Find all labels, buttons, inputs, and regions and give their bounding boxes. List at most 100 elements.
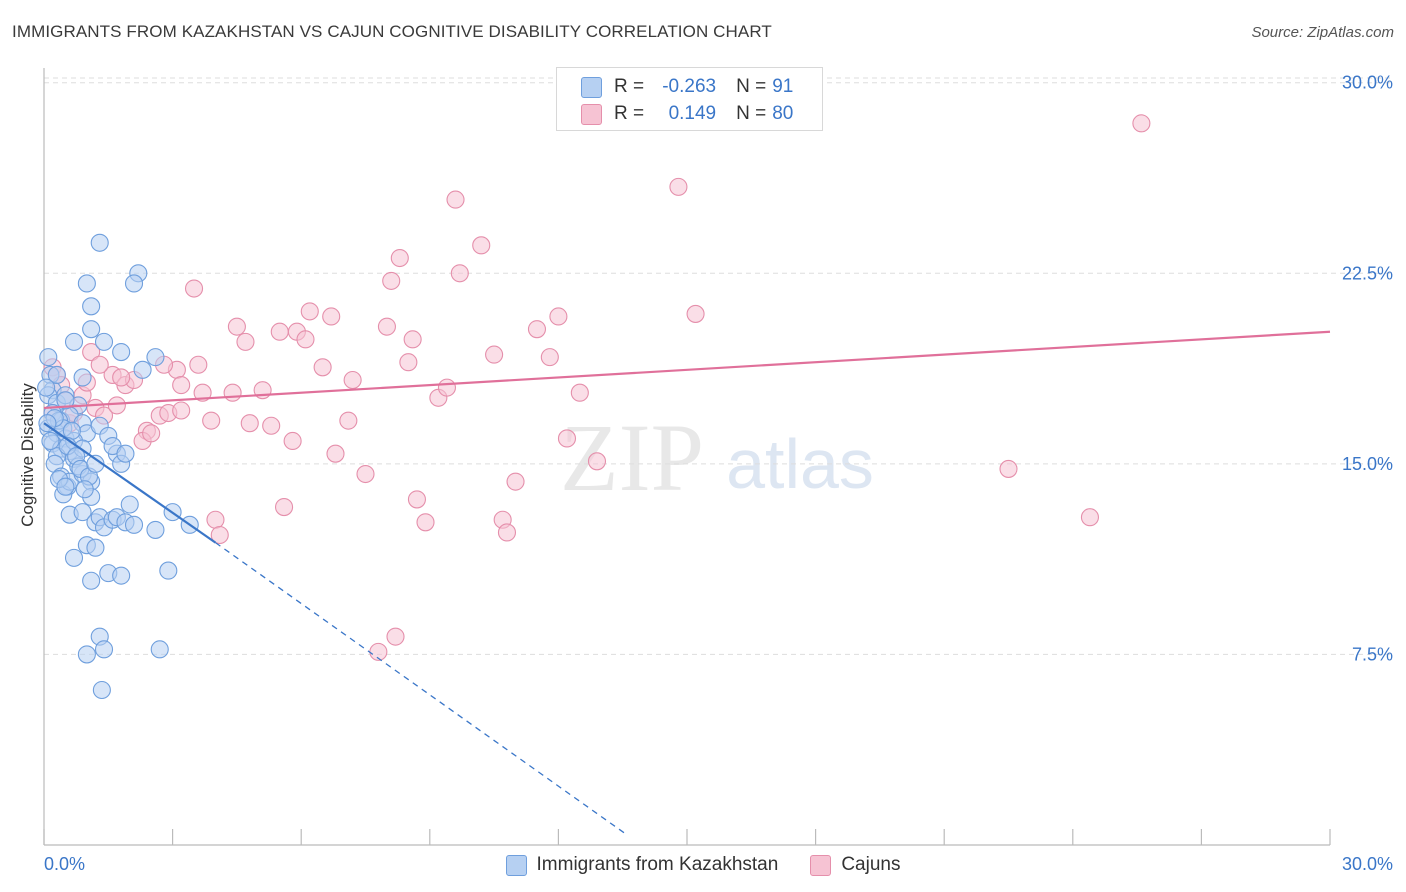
data-point-cajuns — [557, 429, 577, 448]
n-label: N = — [736, 76, 767, 97]
data-point-cajuns — [437, 378, 456, 397]
x-tick-label: 0.0% — [44, 854, 85, 874]
data-point-cajuns — [382, 271, 401, 290]
data-point-cajuns — [390, 248, 409, 268]
data-point-kazakhstan — [90, 233, 109, 252]
data-point-cajuns — [262, 416, 281, 435]
trendlines — [43, 330, 1331, 836]
data-point-cajuns — [1132, 114, 1151, 133]
data-point-cajuns — [446, 190, 465, 209]
legend-item-cajuns[interactable]: Cajuns — [810, 854, 900, 876]
data-point-kazakhstan — [77, 645, 96, 664]
data-point-kazakhstan — [112, 566, 131, 585]
data-point-kazakhstan — [41, 431, 60, 451]
data-point-cajuns — [283, 431, 302, 451]
legend-swatch-pink — [810, 854, 832, 876]
data-point-kazakhstan — [37, 378, 56, 397]
n-label: N = — [736, 103, 767, 124]
data-point-cajuns — [540, 348, 559, 367]
data-point-cajuns — [669, 177, 688, 196]
data-point-kazakhstan — [146, 520, 165, 539]
data-point-kazakhstan — [64, 548, 84, 567]
data-point-kazakhstan — [94, 332, 114, 351]
data-point-cajuns — [506, 472, 525, 491]
data-point-cajuns — [322, 307, 341, 326]
legend-item-kazakhstan[interactable]: Immigrants from Kazakhstan — [505, 854, 779, 876]
data-point-kazakhstan — [94, 640, 114, 659]
data-point-cajuns — [450, 264, 469, 283]
trendline-kazakhstan-extension — [215, 542, 628, 836]
trendline-kazakhstan — [43, 422, 217, 544]
data-point-kazakhstan — [124, 274, 144, 293]
data-point-cajuns — [189, 355, 208, 374]
data-point-kazakhstan — [86, 538, 105, 557]
data-point-kazakhstan — [116, 444, 135, 463]
data-point-cajuns — [386, 627, 405, 646]
n-value: 91 — [772, 76, 794, 97]
data-point-cajuns — [270, 322, 289, 341]
data-point-cajuns — [300, 302, 319, 321]
data-point-cajuns — [399, 353, 418, 372]
data-point-cajuns — [339, 411, 358, 430]
data-point-cajuns — [206, 510, 225, 529]
data-point-cajuns — [82, 342, 101, 362]
data-point-kazakhstan — [56, 477, 75, 496]
data-point-cajuns — [549, 307, 568, 326]
data-point-cajuns — [416, 513, 435, 532]
legend-row-kazakhstan: R = -0.263 N = 91 — [581, 75, 793, 99]
data-point-kazakhstan — [47, 365, 66, 384]
data-point-cajuns — [193, 383, 212, 402]
series-kazakhstan — [37, 233, 199, 700]
data-point-cajuns — [223, 383, 242, 402]
data-point-cajuns — [686, 304, 705, 323]
r-value: -0.263 — [662, 76, 717, 97]
data-point-cajuns — [142, 424, 161, 443]
y-tick-labels: 7.5% 15.0% 22.5% 30.0% — [1342, 73, 1393, 665]
data-point-kazakhstan — [56, 391, 75, 410]
data-point-cajuns — [313, 358, 332, 377]
chart-title: IMMIGRANTS FROM KAZAKHSTAN VS CAJUN COGN… — [12, 22, 772, 41]
data-point-kazakhstan — [73, 503, 92, 522]
data-point-cajuns — [570, 383, 589, 402]
data-point-cajuns — [236, 332, 255, 351]
n-value: 80 — [772, 103, 794, 124]
data-point-cajuns — [377, 317, 396, 336]
data-point-cajuns — [343, 370, 362, 390]
data-point-kazakhstan — [82, 320, 101, 339]
data-point-cajuns — [202, 411, 221, 430]
data-point-cajuns — [999, 459, 1018, 478]
data-point-kazakhstan — [73, 368, 92, 387]
data-point-cajuns — [107, 396, 126, 415]
data-point-cajuns — [184, 279, 204, 298]
data-point-cajuns — [296, 330, 315, 349]
r-label: R = — [614, 76, 645, 97]
legend-label: Immigrants from Kazakhstan — [536, 854, 779, 875]
data-point-cajuns — [326, 444, 345, 463]
series-legend: Immigrants from Kazakhstan Cajuns — [0, 852, 1406, 878]
data-point-kazakhstan — [75, 480, 94, 499]
y-tick-label: 22.5% — [1342, 263, 1393, 283]
data-point-cajuns — [210, 525, 229, 545]
data-point-cajuns — [172, 401, 191, 420]
correlation-legend: R = -0.263 N = 91 R = 0.149 N = 80 — [556, 67, 823, 131]
data-point-cajuns — [497, 523, 517, 542]
data-point-cajuns — [240, 414, 259, 433]
data-point-kazakhstan — [120, 495, 139, 514]
data-point-kazakhstan — [159, 561, 178, 580]
data-point-kazakhstan — [82, 297, 101, 316]
r-value: 0.149 — [668, 103, 717, 124]
legend-label: Cajuns — [841, 854, 901, 875]
y-tick-label: 30.0% — [1342, 73, 1393, 93]
trendline-cajuns — [43, 330, 1331, 410]
data-point-kazakhstan — [39, 348, 58, 367]
axes — [43, 68, 1331, 846]
data-point-cajuns — [485, 345, 504, 364]
data-point-kazakhstan — [133, 360, 152, 379]
data-point-kazakhstan — [112, 342, 131, 362]
x-tick-label: 30.0% — [1342, 854, 1393, 874]
data-point-kazakhstan — [92, 680, 111, 700]
y-tick-label: 15.0% — [1342, 454, 1393, 474]
data-point-cajuns — [407, 490, 426, 509]
gridlines — [44, 77, 1392, 655]
